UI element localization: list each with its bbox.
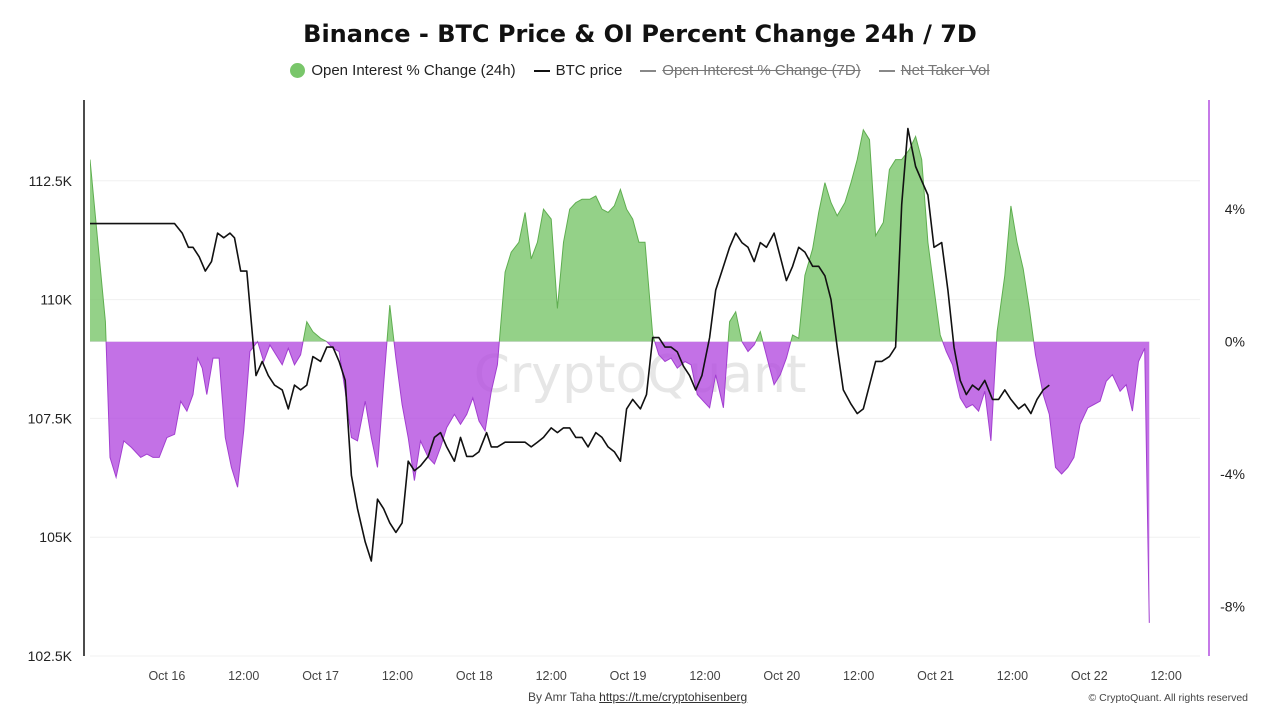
oi-area-positive xyxy=(90,129,1150,342)
x-tick-label: 12:00 xyxy=(382,669,413,683)
footer-link[interactable]: https://t.me/cryptohisenberg xyxy=(599,690,748,704)
watermark-text: CryptoQuant xyxy=(474,345,807,405)
y-left-tick-label: 112.5K xyxy=(29,173,73,189)
y-left-tick-label: 105K xyxy=(39,529,72,545)
x-tick-label: Oct 22 xyxy=(1071,669,1108,683)
x-tick-label: 12:00 xyxy=(536,669,567,683)
x-tick-label: Oct 21 xyxy=(917,669,954,683)
btc-price-line xyxy=(90,127,1050,562)
footer-author: By Amr Taha xyxy=(528,690,596,704)
legend: Open Interest % Change (24h) BTC price O… xyxy=(0,62,1280,79)
legend-label: BTC price xyxy=(555,62,623,79)
legend-item-btc-price[interactable]: BTC price xyxy=(533,62,623,79)
x-tick-label: Oct 18 xyxy=(456,669,493,683)
legend-line-icon xyxy=(878,69,895,72)
x-tick-label: Oct 20 xyxy=(763,669,800,683)
x-tick-label: Oct 16 xyxy=(148,669,185,683)
legend-line-icon xyxy=(640,69,657,72)
x-tick-label: 12:00 xyxy=(997,669,1028,683)
x-tick-label: Oct 19 xyxy=(610,669,647,683)
legend-dot-icon xyxy=(290,63,306,78)
legend-item-oi-24h[interactable]: Open Interest % Change (24h) xyxy=(290,62,516,79)
legend-item-net-taker-vol[interactable]: Net Taker Vol xyxy=(878,62,990,79)
y-left-tick-label: 110K xyxy=(40,292,72,308)
y-left-tick-label: 107.5K xyxy=(28,410,73,426)
oi-area-negative xyxy=(106,341,1150,623)
footer-copyright: © CryptoQuant. All rights reserved xyxy=(1088,692,1248,704)
chart-title: Binance - BTC Price & OI Percent Change … xyxy=(303,20,977,48)
oi-line-negative xyxy=(105,341,1150,623)
y-right-tick-label: 0% xyxy=(1225,334,1245,350)
x-tick-label: 12:00 xyxy=(689,669,720,683)
y-right-tick-label: -4% xyxy=(1220,466,1245,482)
footer-attribution: By Amr Taha https://t.me/cryptohisenberg xyxy=(528,690,747,704)
y-right-tick-label: -8% xyxy=(1220,598,1245,614)
x-tick-label: 12:00 xyxy=(843,669,874,683)
legend-label: Open Interest % Change (7D) xyxy=(662,62,861,79)
y-right-tick-label: 4% xyxy=(1225,201,1245,217)
legend-item-oi-7d[interactable]: Open Interest % Change (7D) xyxy=(640,62,861,79)
y-left-tick-label: 102.5K xyxy=(28,648,73,664)
legend-label: Open Interest % Change (24h) xyxy=(311,62,516,79)
x-tick-label: Oct 17 xyxy=(302,669,339,683)
oi-line-positive xyxy=(90,128,1035,342)
legend-line-icon xyxy=(533,69,550,72)
x-tick-label: 12:00 xyxy=(1151,669,1182,683)
legend-label: Net Taker Vol xyxy=(900,62,990,79)
x-tick-label: 12:00 xyxy=(228,669,259,683)
